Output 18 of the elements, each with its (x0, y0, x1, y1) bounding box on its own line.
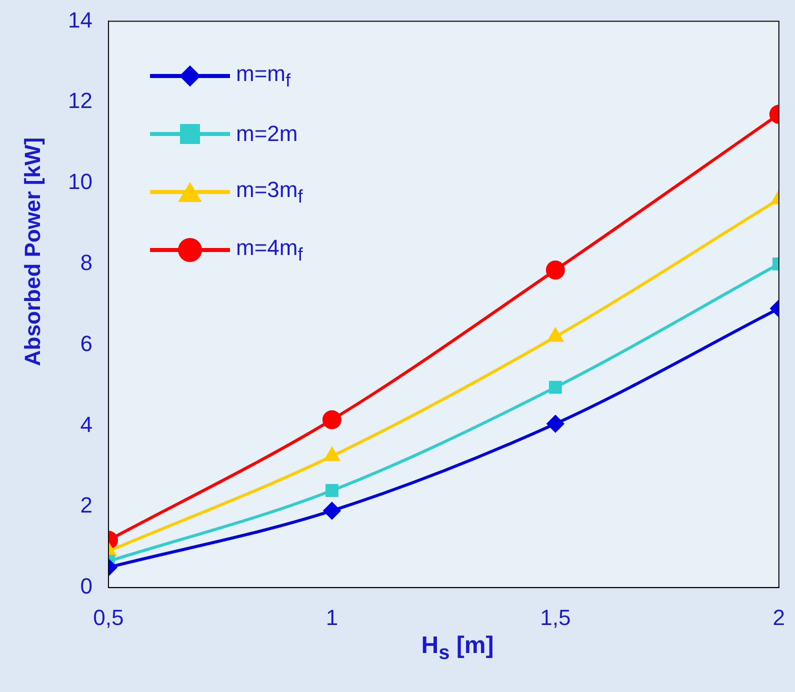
x-tick-label: 1,5 (540, 604, 571, 630)
y-tick-label: 4 (80, 412, 92, 437)
y-tick-label: 2 (80, 492, 92, 518)
legend-label: m=3m$_{f}$ (236, 176, 303, 208)
x-axis-title: H$_{s}$ [m] (420, 632, 495, 665)
y-tick-label: 0 (80, 574, 92, 599)
y-tick-label: 6 (80, 330, 92, 356)
legend-label: m=m$_{f}$ (236, 60, 291, 92)
x-tick-label: 0,5 (93, 604, 124, 630)
legend-label: m=4m$_{f}$ (236, 234, 303, 266)
y-tick-label: 12 (68, 88, 92, 114)
y-axis-title: Absorbed Power [kW] (20, 137, 46, 366)
y-tick-label: 8 (80, 250, 92, 276)
legend-label: m=2m (236, 121, 298, 147)
y-tick-label: 10 (68, 169, 92, 194)
x-tick-label: 2 (772, 604, 786, 630)
y-tick-label: 14 (68, 7, 92, 32)
x-tick-label: 1 (326, 604, 338, 630)
